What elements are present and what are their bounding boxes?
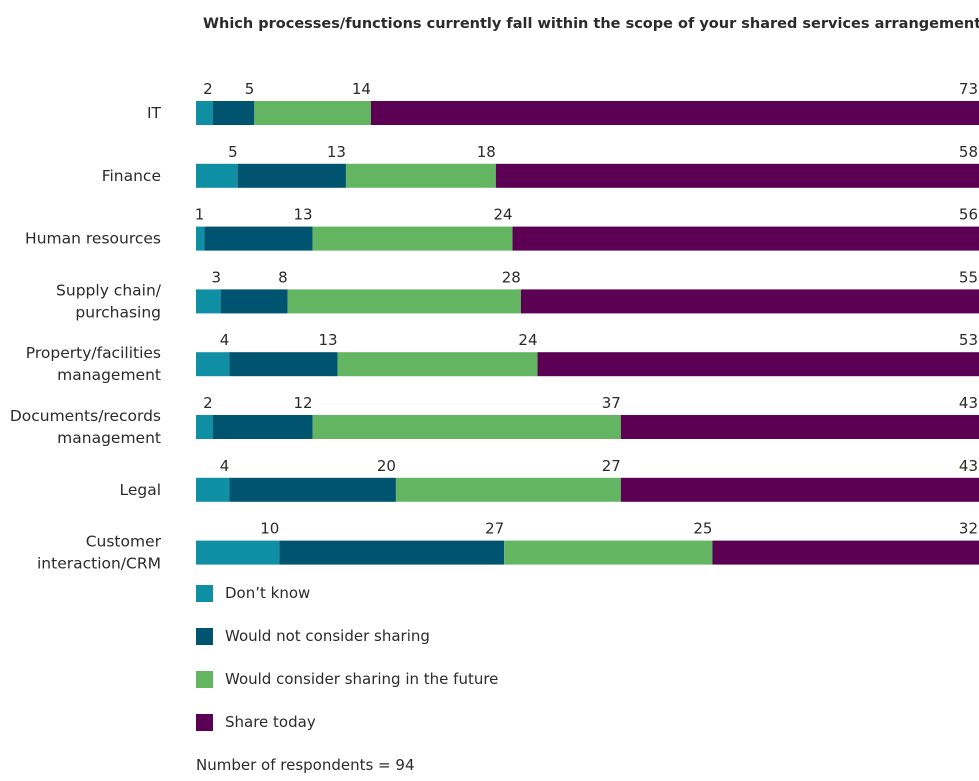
legend-swatch bbox=[196, 714, 213, 731]
bars bbox=[196, 101, 979, 565]
bar-customer-interaction-crm-don-t-know bbox=[196, 540, 280, 565]
value-label: 4 bbox=[220, 457, 230, 475]
bar-property-facilities-management-don-t-know bbox=[196, 352, 230, 377]
value-label: 73 bbox=[959, 80, 978, 98]
category-label: IT bbox=[147, 104, 162, 122]
value-label: 14 bbox=[352, 80, 371, 98]
bar-it-don-t-know bbox=[196, 101, 213, 125]
bar-human-resources-would-not-consider-sharing bbox=[204, 226, 313, 251]
value-label: 5 bbox=[228, 143, 238, 161]
value-label: 37 bbox=[602, 394, 621, 412]
category-label: Property/facilities bbox=[26, 344, 161, 362]
bar-property-facilities-management-would-consider-sharing-in-the-future bbox=[337, 352, 538, 377]
value-label: 2 bbox=[203, 80, 213, 98]
bar-supply-chain-purchasing-would-not-consider-sharing bbox=[220, 289, 288, 314]
bar-customer-interaction-crm-would-consider-sharing-in-the-future bbox=[504, 540, 713, 565]
bar-property-facilities-management-would-not-consider-sharing bbox=[229, 352, 338, 377]
value-label: 10 bbox=[260, 520, 279, 538]
bar-finance-would-consider-sharing-in-the-future bbox=[345, 163, 496, 188]
legend-swatch bbox=[196, 585, 213, 602]
bar-supply-chain-purchasing-share-today bbox=[520, 289, 979, 314]
value-label: 43 bbox=[959, 457, 978, 475]
bar-legal-would-consider-sharing-in-the-future bbox=[395, 477, 621, 502]
category-label: interaction/CRM bbox=[37, 555, 161, 573]
value-label: 2 bbox=[203, 394, 213, 412]
bar-human-resources-don-t-know bbox=[196, 226, 205, 251]
value-label: 3 bbox=[211, 268, 221, 286]
category-label: Supply chain/ bbox=[56, 281, 162, 299]
bar-property-facilities-management-share-today bbox=[537, 352, 979, 377]
bar-supply-chain-purchasing-don-t-know bbox=[196, 289, 221, 314]
category-label: purchasing bbox=[75, 303, 161, 321]
value-label: 24 bbox=[493, 206, 512, 224]
value-label: 53 bbox=[959, 331, 978, 349]
respondents-note: Number of respondents = 94 bbox=[196, 756, 415, 774]
value-label: 25 bbox=[693, 520, 712, 538]
bar-human-resources-would-consider-sharing-in-the-future bbox=[312, 226, 513, 251]
bar-finance-share-today bbox=[495, 163, 979, 188]
bar-human-resources-share-today bbox=[512, 226, 979, 251]
value-label: 20 bbox=[377, 457, 396, 475]
value-label: 55 bbox=[959, 268, 978, 286]
bar-documents-records-management-don-t-know bbox=[196, 415, 213, 439]
category-label: management bbox=[57, 429, 161, 447]
legend-label: Don’t know bbox=[225, 584, 311, 602]
bar-supply-chain-purchasing-would-consider-sharing-in-the-future bbox=[287, 289, 521, 314]
value-label: 27 bbox=[485, 520, 504, 538]
value-labels: 2 5 14 735 13 18 581 13 24 563 8 28 554 13 24 532 12 37 43… bbox=[195, 80, 978, 538]
bar-legal-would-not-consider-sharing bbox=[229, 477, 396, 502]
bar-legal-don-t-know bbox=[196, 477, 230, 502]
value-label: 28 bbox=[502, 268, 521, 286]
value-label: 5 bbox=[245, 80, 255, 98]
bar-legal-share-today bbox=[620, 477, 979, 502]
value-label: 58 bbox=[959, 143, 978, 161]
category-label: Legal bbox=[119, 481, 161, 499]
bar-it-would-consider-sharing-in-the-future bbox=[254, 101, 371, 125]
bar-documents-records-management-share-today bbox=[620, 415, 979, 439]
legend-swatch bbox=[196, 671, 213, 688]
bar-finance-don-t-know bbox=[196, 163, 238, 188]
legend-label: Share today bbox=[225, 713, 316, 731]
legend-swatch bbox=[196, 628, 213, 645]
value-label: 18 bbox=[477, 143, 496, 161]
bar-documents-records-management-would-consider-sharing-in-the-future bbox=[312, 415, 621, 439]
value-label: 13 bbox=[327, 143, 346, 161]
value-label: 24 bbox=[518, 331, 537, 349]
bar-it-would-not-consider-sharing bbox=[212, 101, 255, 125]
value-label: 43 bbox=[959, 394, 978, 412]
value-label: 13 bbox=[294, 206, 313, 224]
value-label: 12 bbox=[294, 394, 313, 412]
category-label: Customer bbox=[86, 533, 162, 551]
category-label: Finance bbox=[102, 167, 161, 185]
category-labels: IT Finance Human resources Supply chain/pur… bbox=[10, 104, 162, 573]
category-label: Human resources bbox=[25, 230, 161, 248]
value-label: 8 bbox=[278, 268, 288, 286]
value-label: 1 bbox=[195, 206, 205, 224]
value-label: 56 bbox=[959, 206, 978, 224]
bar-customer-interaction-crm-would-not-consider-sharing bbox=[279, 540, 505, 565]
bar-finance-would-not-consider-sharing bbox=[237, 163, 346, 188]
value-label: 32 bbox=[959, 520, 978, 538]
category-label: Documents/records bbox=[10, 407, 161, 425]
bar-documents-records-management-would-not-consider-sharing bbox=[212, 415, 313, 439]
bar-it-share-today bbox=[370, 101, 979, 125]
legend-label: Would not consider sharing bbox=[225, 627, 430, 645]
value-label: 4 bbox=[220, 331, 230, 349]
category-label: management bbox=[57, 366, 161, 384]
value-label: 27 bbox=[602, 457, 621, 475]
bar-customer-interaction-crm-share-today bbox=[712, 540, 979, 565]
legend-label: Would consider sharing in the future bbox=[225, 670, 499, 688]
chart-title: Which processes/functions currently fall… bbox=[203, 16, 979, 32]
value-label: 13 bbox=[319, 331, 338, 349]
